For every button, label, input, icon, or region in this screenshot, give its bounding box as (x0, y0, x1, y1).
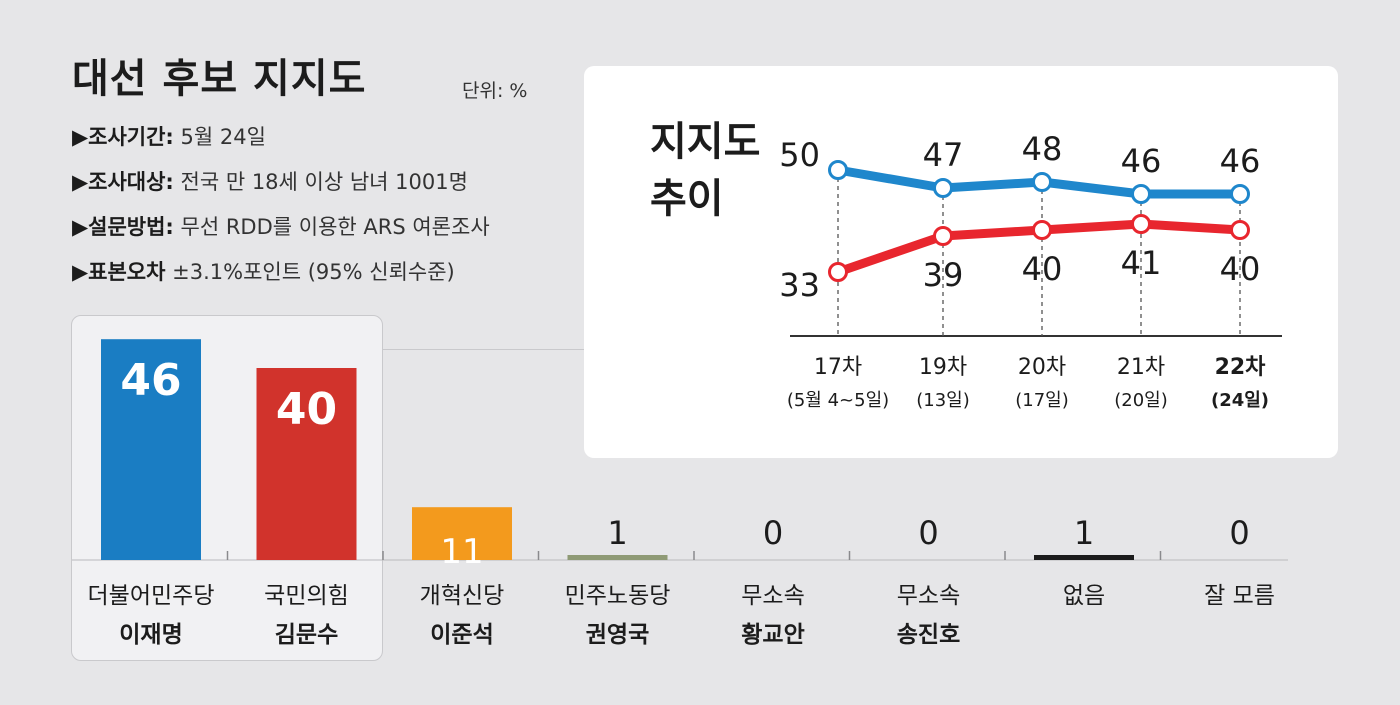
line-point (1230, 184, 1250, 204)
line-x-tick-label: 17차 (814, 355, 862, 380)
bar (412, 507, 512, 560)
survey-info-label: ▶조사기간: (72, 125, 174, 149)
line-x-tick-sublabel: (5월 4~5일) (787, 390, 889, 411)
bar (101, 339, 201, 560)
line-point (1032, 172, 1052, 192)
bar-category-person: 이재명 (119, 622, 183, 648)
survey-info-row: ▶조사대상: 전국 만 18세 이상 남녀 1001명 (72, 165, 490, 210)
bar-category-party: 개혁신당 (419, 583, 505, 609)
page-title: 대선 후보 지지도 (72, 56, 367, 102)
survey-info: ▶조사기간: 5월 24일 ▶조사대상: 전국 만 18세 이상 남녀 1001… (72, 120, 490, 300)
bar-value-label: 0 (763, 514, 783, 552)
line-x-tick-label: 20차 (1018, 355, 1066, 380)
survey-info-value: ±3.1%포인트 (95% 신뢰수준) (172, 260, 455, 284)
line-data-label: 41 (1121, 244, 1162, 282)
line-data-label: 47 (923, 136, 964, 174)
line-data-label: 46 (1121, 142, 1162, 180)
bar-value-label: 46 (120, 355, 181, 406)
bar (567, 555, 668, 560)
survey-info-label: ▶표본오차 (72, 260, 166, 284)
survey-info-label: ▶조사대상: (72, 170, 174, 194)
line-chart-title: 추이 (650, 176, 724, 222)
line-point (1131, 214, 1151, 234)
survey-info-value: 무선 RDD를 이용한 ARS 여론조사 (180, 215, 490, 239)
line-point (828, 160, 848, 180)
line-point (1230, 220, 1250, 240)
bar-value-label: 1 (1074, 514, 1094, 552)
bar-category-party: 잘 모름 (1204, 583, 1275, 609)
line-x-tick-sublabel: (24일) (1211, 390, 1269, 411)
unit-label: 단위: % (462, 80, 528, 102)
survey-info-value: 전국 만 18세 이상 남녀 1001명 (180, 170, 468, 194)
bar (1034, 555, 1134, 560)
line-x-tick-sublabel: (20일) (1114, 390, 1168, 411)
line-data-label: 33 (779, 266, 820, 304)
bar-value-label: 11 (440, 532, 483, 572)
line-x-tick-sublabel: (17일) (1015, 390, 1069, 411)
bar-value-label: 0 (918, 514, 938, 552)
line-point (933, 178, 953, 198)
bar-category-person: 권영국 (585, 622, 650, 648)
line-x-tick-label: 22차 (1215, 355, 1267, 380)
connector-line (383, 349, 584, 350)
bar-category-party: 없음 (1062, 583, 1106, 609)
line-data-label: 40 (1022, 250, 1063, 288)
line-point (1131, 184, 1151, 204)
line-data-label: 48 (1022, 130, 1063, 168)
line-data-label: 40 (1220, 250, 1261, 288)
bar-value-label: 1 (607, 514, 627, 552)
line-point (1032, 220, 1052, 240)
line-data-label: 50 (779, 136, 820, 174)
line-x-tick-label: 19차 (919, 355, 967, 380)
bar (256, 368, 357, 560)
bar-value-label: 40 (276, 384, 337, 435)
bar-value-label: 0 (1229, 514, 1249, 552)
bar-category-person: 이준석 (430, 622, 494, 648)
bar-category-person: 김문수 (274, 622, 339, 648)
trend-panel (584, 66, 1338, 458)
line-point (933, 226, 953, 246)
line-point (828, 262, 848, 282)
line-chart-title: 지지도 (650, 119, 760, 165)
survey-info-label: ▶설문방법: (72, 215, 174, 239)
line-x-tick-sublabel: (13일) (916, 390, 970, 411)
bar-category-party: 무소속 (896, 583, 961, 609)
line-x-tick-label: 21차 (1117, 355, 1165, 380)
survey-info-value: 5월 24일 (180, 125, 266, 149)
bar-category-party: 국민의힘 (264, 583, 349, 609)
bar-category-party: 무소속 (741, 583, 805, 609)
bar-category-party: 더불어민주당 (87, 583, 215, 609)
bar-category-party: 민주노동당 (564, 583, 671, 609)
survey-info-row: ▶표본오차 ±3.1%포인트 (95% 신뢰수준) (72, 255, 490, 300)
survey-info-row: ▶설문방법: 무선 RDD를 이용한 ARS 여론조사 (72, 210, 490, 255)
survey-info-row: ▶조사기간: 5월 24일 (72, 120, 490, 165)
bar-category-person: 송진호 (896, 622, 961, 648)
line-data-label: 46 (1220, 142, 1261, 180)
bar-category-person: 황교안 (741, 622, 805, 648)
line-data-label: 39 (923, 256, 964, 294)
